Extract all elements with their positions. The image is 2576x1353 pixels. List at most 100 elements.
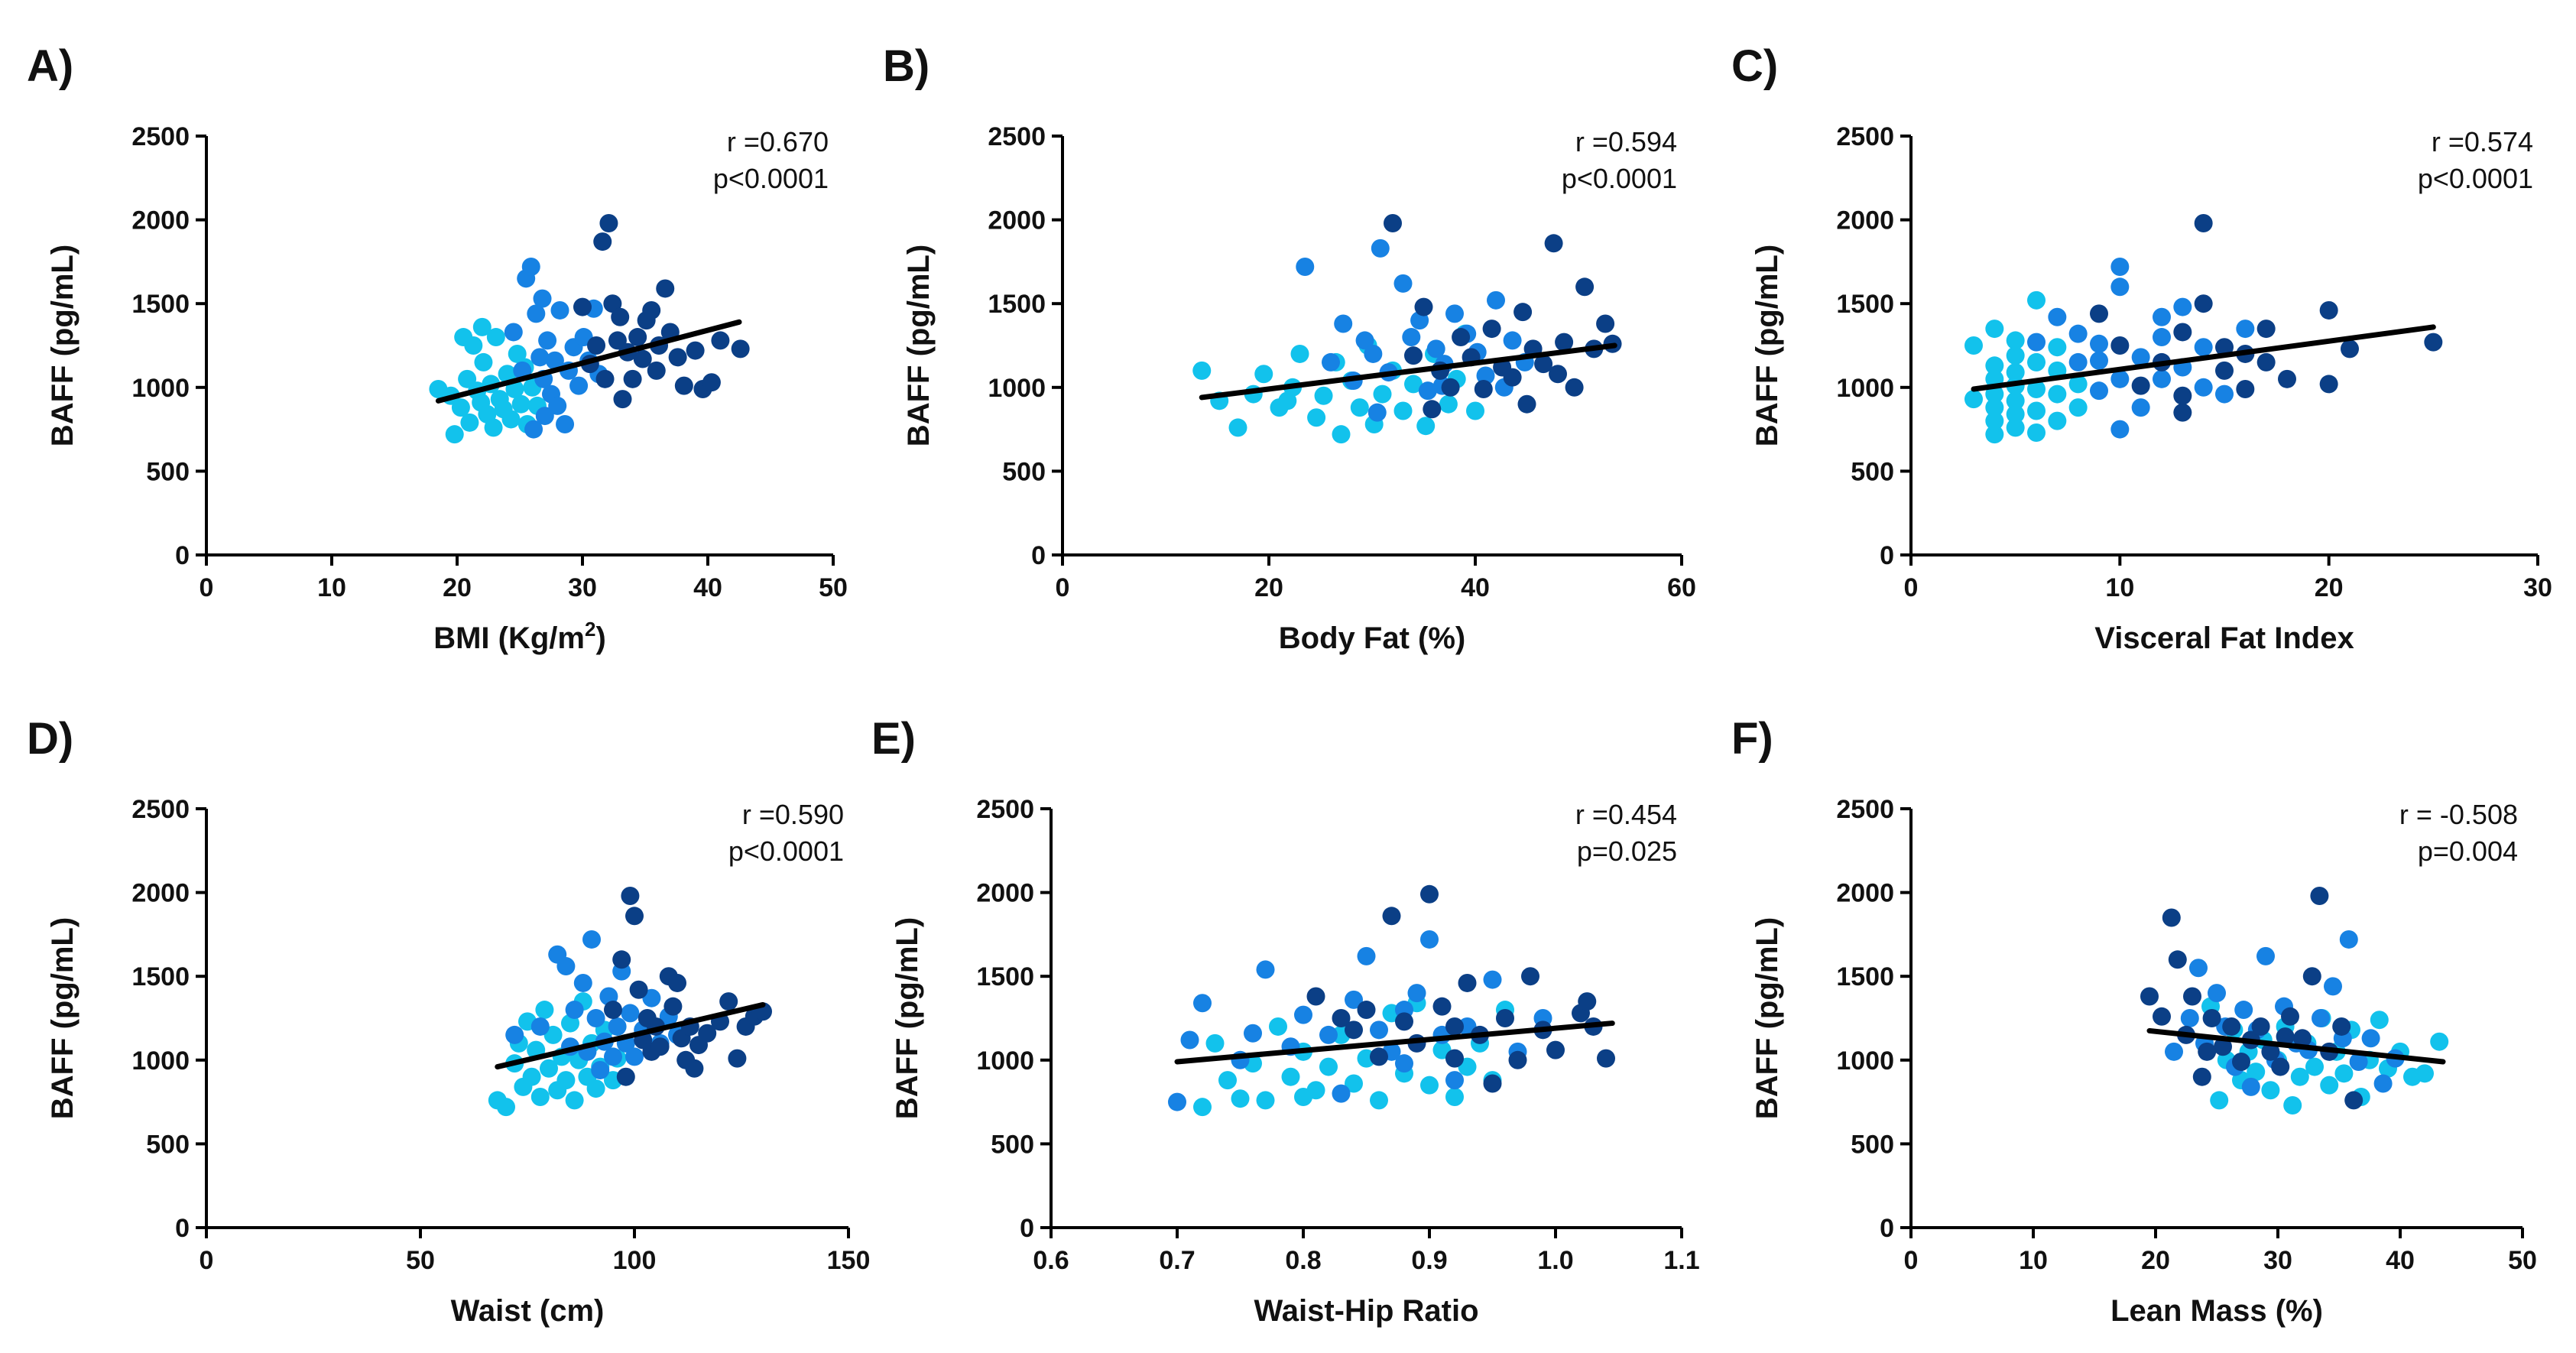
data-point <box>1256 960 1275 979</box>
scatter-panel-3: C) 0 500 1000 1500 2000 2500 0 10 20 30 BAFF (pg/mL… <box>1731 41 2552 655</box>
y-tick-label: 1000 <box>1836 1046 1894 1076</box>
scatter-panel-4: D) 0 500 1000 1500 2000 2500 0 50 100 150 BAFF (pg/… <box>27 714 870 1328</box>
y-tick-label: 1500 <box>1836 290 1894 319</box>
data-point <box>1319 1057 1338 1076</box>
data-point <box>1544 234 1563 253</box>
data-point <box>1314 386 1333 405</box>
data-point <box>2006 404 2025 423</box>
data-point <box>1345 1020 1363 1040</box>
data-point <box>2153 307 2171 326</box>
stat-r-value: r =0.590 <box>742 799 844 830</box>
stat-p-value: p<0.0001 <box>713 163 829 194</box>
x-axis-label-main: BMI (Kg/m <box>433 621 585 655</box>
data-point <box>535 1001 554 1020</box>
x-tick-label: 40 <box>693 573 722 602</box>
data-point <box>1513 303 1533 322</box>
data-point <box>573 297 592 316</box>
series-dark <box>604 886 772 1086</box>
y-tick-label: 500 <box>1851 1130 1894 1159</box>
data-point <box>2319 375 2338 394</box>
y-tick-label: 1500 <box>976 962 1034 991</box>
data-point <box>604 1001 622 1020</box>
data-point <box>548 396 567 415</box>
data-point <box>698 1024 717 1043</box>
data-point <box>2305 1057 2324 1076</box>
data-point <box>445 425 464 444</box>
data-point <box>1357 1001 1376 1020</box>
x-tick-label: 150 <box>827 1246 871 1275</box>
x-tick-label: 0.7 <box>1159 1246 1195 1275</box>
data-point <box>472 317 492 336</box>
data-point <box>2006 331 2025 350</box>
data-point <box>2332 1017 2351 1036</box>
data-point <box>1306 987 1325 1006</box>
data-point <box>508 344 527 363</box>
x-axis-label: Waist (cm) <box>451 1294 605 1328</box>
data-point <box>2293 1029 2312 1048</box>
data-point <box>1549 365 1567 384</box>
data-point <box>527 304 546 323</box>
stat-p-value: p=0.004 <box>2418 835 2518 867</box>
data-point <box>2261 1081 2280 1100</box>
y-axis-label: BAFF (pg/mL) <box>46 917 79 1119</box>
data-point <box>2236 379 2255 398</box>
stat-p-value: p<0.0001 <box>728 835 844 867</box>
data-point <box>2194 378 2213 397</box>
y-tick-label: 2000 <box>976 879 1034 908</box>
data-point <box>663 997 683 1016</box>
y-tick-label: 2500 <box>1836 122 1894 151</box>
data-point <box>569 376 589 395</box>
data-point <box>556 415 575 434</box>
data-point <box>2068 352 2088 372</box>
data-point <box>2256 946 2275 965</box>
data-point <box>2278 369 2296 388</box>
data-point <box>1458 973 1477 992</box>
data-point <box>2090 351 2108 370</box>
data-point <box>1367 403 1387 422</box>
data-point <box>623 369 642 388</box>
data-point <box>2310 886 2329 905</box>
x-tick-label: 1.0 <box>1537 1246 1573 1275</box>
data-point <box>1420 930 1439 949</box>
x-axis-label-end: ) <box>595 621 605 655</box>
data-point <box>2006 363 2025 382</box>
panel-label: B) <box>883 41 930 91</box>
data-point <box>2320 1076 2339 1095</box>
data-point <box>1334 314 1353 333</box>
data-point <box>486 328 505 347</box>
data-point <box>504 323 523 342</box>
x-axis-label: Body Fat (%) <box>1279 621 1465 655</box>
data-point <box>1487 290 1505 310</box>
data-point <box>656 279 675 298</box>
data-point <box>522 1067 541 1086</box>
scatter-panel-2: B) 0 500 1000 1500 2000 2500 0 20 40 60 BAFF (pg/mL… <box>883 41 1696 655</box>
data-point <box>2334 1064 2354 1083</box>
data-point <box>1180 1030 1199 1050</box>
data-point <box>1416 417 1436 436</box>
data-point <box>1596 314 1615 333</box>
data-point <box>2027 352 2046 372</box>
data-point <box>1278 391 1297 410</box>
data-point <box>1597 1049 1615 1068</box>
data-point <box>2373 1074 2393 1093</box>
data-point <box>2153 369 2171 388</box>
y-tick-label: 1500 <box>131 962 190 991</box>
x-tick-label: 10 <box>2105 573 2134 602</box>
data-point <box>1193 1098 1212 1117</box>
data-point <box>1370 1091 1388 1110</box>
data-point <box>2290 1067 2309 1086</box>
data-point <box>2215 338 2234 357</box>
y-tick-label: 1000 <box>988 374 1046 403</box>
x-tick-label: 0 <box>1056 573 1070 602</box>
data-point <box>535 407 554 426</box>
x-axis-label-main: Waist-Hip Ratio <box>1254 1294 1478 1328</box>
data-point <box>2198 1042 2217 1061</box>
data-point <box>2232 1052 2250 1071</box>
data-point <box>1231 1089 1250 1108</box>
data-point <box>1445 1017 1464 1036</box>
data-point <box>2131 348 2150 367</box>
data-point <box>611 307 630 326</box>
data-point <box>2234 1001 2253 1020</box>
y-tick-label: 2500 <box>131 795 190 824</box>
data-point <box>2183 987 2201 1006</box>
